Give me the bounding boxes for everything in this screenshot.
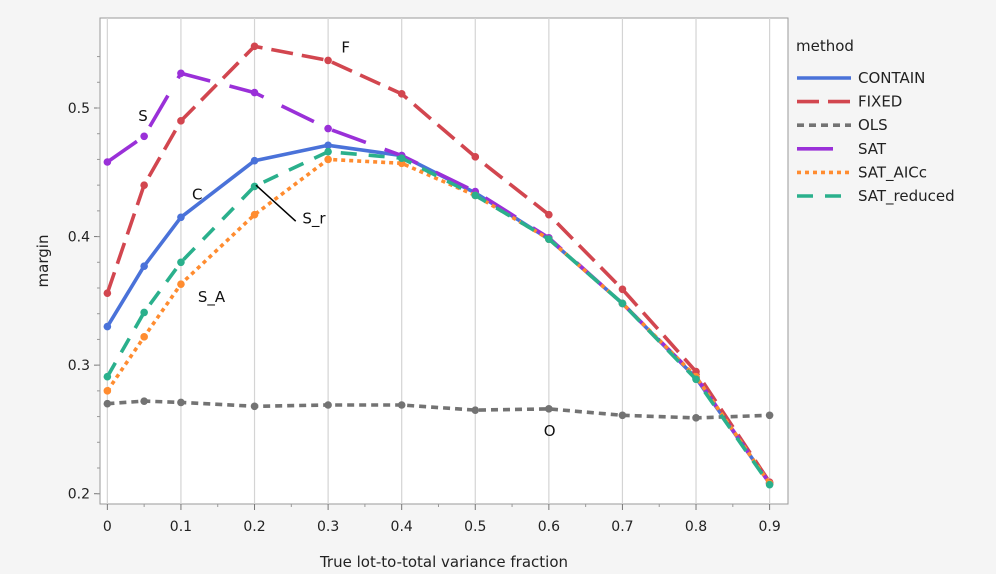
data-point-fixed [250,42,259,51]
legend-item-fixed: FIXED [797,93,902,111]
data-point-sat-aicc [250,210,259,219]
x-tick-label: 0.3 [317,519,339,535]
legend-item-ols: OLS [797,116,888,134]
data-point-ols [397,401,406,409]
legend-item-sat-reduced: SAT_reduced [797,187,955,206]
series-ols [103,397,774,422]
data-point-contain [324,141,332,150]
data-point-sat-reduced [177,258,185,267]
legend-label: FIXED [858,93,902,111]
data-point-sat-reduced [250,182,259,191]
data-point-ols [471,406,480,414]
data-point-ols [177,398,185,407]
data-point-fixed [545,210,553,219]
x-tick-label: 0.8 [685,519,707,535]
x-tick-label: 0.2 [243,519,265,535]
data-point-sat-reduced [140,308,148,317]
data-point-sat-reduced [692,375,700,384]
y-tick-label: 0.3 [68,358,90,374]
data-point-ols [250,402,259,411]
data-point-sat-reduced [103,372,112,381]
legend: method CONTAIN FIXED OLS SAT SAT_AICc SAT_red… [796,37,955,206]
data-point-sat-aicc [177,280,185,288]
series-layer [103,42,774,489]
data-point-sat [324,124,332,133]
plot-area [99,17,789,505]
annotation-label: C [192,185,202,203]
data-point-fixed [177,117,185,125]
data-point-sat-reduced [765,480,774,489]
data-point-ols [140,397,148,405]
data-point-sat-reduced [471,191,480,200]
x-tick-label: 0.5 [464,519,486,535]
data-point-ols [765,411,774,420]
legend-item-contain: CONTAIN [797,69,925,87]
legend-item-sat: SAT [797,140,887,158]
data-point-fixed [397,90,406,98]
data-point-sat-reduced [618,299,627,308]
data-point-fixed [140,181,148,189]
annotations: S F C S_r S_A O [138,39,555,440]
data-point-sat [250,88,259,97]
legend-item-sat-aicc: SAT_AICc [797,163,927,182]
data-point-ols [324,401,332,409]
legend-title: method [796,37,854,55]
x-tick-label: 0.9 [758,519,780,535]
x-tick-label: 0.4 [391,519,413,535]
data-point-fixed [103,289,112,297]
data-point-fixed [324,56,332,65]
data-point-sat-reduced [324,147,332,156]
y-tick-label: 0.2 [68,487,90,503]
annotation-label: F [341,39,350,57]
y-tick-label: 0.5 [68,101,90,117]
data-point-sat-aicc [140,333,148,341]
x-tick-label: 0 [103,519,112,535]
data-point-sat-reduced [397,154,406,162]
data-point-ols [618,411,627,420]
y-axis-title: margin [34,235,52,288]
legend-label: OLS [858,116,888,134]
data-point-sat-reduced [545,235,553,243]
gridlines [106,18,771,504]
data-point-contain [140,262,148,270]
data-point-contain [250,156,259,165]
y-axis: 0.2 0.3 0.4 0.5 [68,56,100,503]
data-point-sat-aicc [103,387,112,395]
annotation-label: S_A [198,288,226,307]
x-tick-label: 0.7 [611,519,633,535]
data-point-contain [103,322,112,331]
legend-label: CONTAIN [858,69,925,87]
data-point-fixed [618,285,627,294]
data-point-sat-aicc [324,155,332,164]
data-point-sat [177,69,185,78]
x-tick-label: 0.6 [538,519,560,535]
x-axis: 0 0.1 0.2 0.3 0.4 0.5 0.6 0.7 0.8 0.9 [103,504,781,535]
legend-label: SAT_AICc [858,163,927,182]
data-point-fixed [471,153,480,161]
x-tick-label: 0.1 [170,519,192,535]
data-point-contain [177,213,185,222]
data-point-sat [103,158,112,166]
annotation-leader-line [255,184,297,222]
data-point-ols [103,399,112,408]
annotation-label: S [138,107,148,125]
series-sat-reduced [103,147,774,489]
data-point-ols [545,405,553,413]
annotation-label: S_r [302,210,326,229]
x-axis-title: True lot-to-total variance fraction [319,553,568,571]
annotation-label: O [544,422,556,440]
data-point-ols [692,414,700,422]
y-tick-label: 0.4 [68,230,90,246]
data-point-sat [140,132,148,141]
legend-label: SAT_reduced [858,187,955,206]
legend-label: SAT [858,140,887,158]
